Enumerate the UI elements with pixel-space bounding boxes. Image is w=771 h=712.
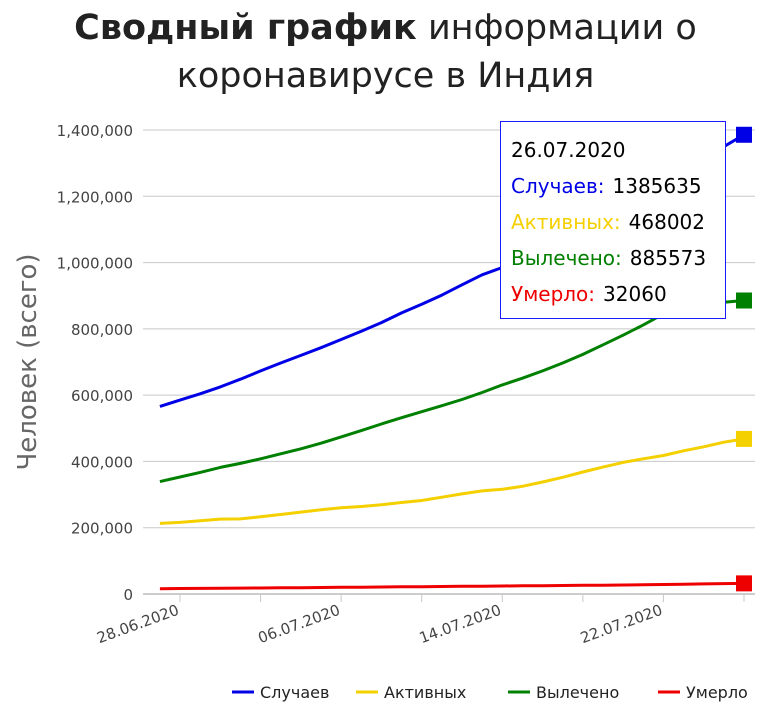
chart-tooltip: 26.07.2020 Случаев: 1385635 Активных: 4680… <box>500 121 726 319</box>
series-line-2 <box>159 299 745 484</box>
legend-label-3: Умерло <box>686 683 748 702</box>
y-tick-label: 0 <box>123 586 133 604</box>
legend-label-0: Случаев <box>260 683 329 702</box>
series-line-1 <box>159 437 745 525</box>
x-tick-label: 22.07.2020 <box>578 601 665 647</box>
chart-title-rest: информации о <box>427 8 697 48</box>
tooltip-label-active: Активных: <box>511 210 621 234</box>
y-tick-label: 1,200,000 <box>57 188 133 206</box>
series-end-marker-3 <box>736 575 752 592</box>
y-axis-title: Человек (всего) <box>13 253 43 470</box>
tooltip-row-active: Активных: 468002 <box>511 204 725 240</box>
x-tick-label: 14.07.2020 <box>417 601 504 647</box>
chart-title-line2: коронавирусе в Индия <box>176 56 595 96</box>
y-tick-label: 1,400,000 <box>57 122 133 140</box>
series-line-3 <box>159 581 745 591</box>
tooltip-date: 26.07.2020 <box>511 138 626 162</box>
tooltip-row-recovered: Вылечено: 885573 <box>511 240 725 276</box>
y-tick-label: 200,000 <box>71 520 133 538</box>
chart-title: Сводный график информации о коронавирусе… <box>0 4 771 100</box>
legend-label-1: Активных <box>384 683 466 702</box>
chart-title-bold: Сводный график <box>74 8 417 48</box>
series-end-marker-1 <box>736 430 752 447</box>
tooltip-value-active: 468002 <box>628 210 705 234</box>
series-end-marker-2 <box>736 292 752 309</box>
y-tick-label: 1,000,000 <box>57 255 133 273</box>
tooltip-value-deaths: 32060 <box>603 282 667 306</box>
y-tick-label: 400,000 <box>71 453 133 471</box>
legend-label-2: Вылечено <box>536 683 619 702</box>
x-tick-label: 06.07.2020 <box>256 601 343 647</box>
tooltip-value-cases: 1385635 <box>612 174 702 198</box>
y-tick-label: 600,000 <box>71 387 133 405</box>
tooltip-label-deaths: Умерло: <box>511 282 596 306</box>
tooltip-label-recovered: Вылечено: <box>511 246 622 270</box>
y-tick-label: 800,000 <box>71 321 133 339</box>
tooltip-label-cases: Случаев: <box>511 174 605 198</box>
tooltip-value-recovered: 885573 <box>629 246 707 270</box>
x-tick-label: 28.06.2020 <box>95 601 182 647</box>
tooltip-row-deaths: Умерло: 32060 <box>511 276 725 312</box>
tooltip-row-cases: Случаев: 1385635 <box>511 168 725 204</box>
series-end-marker-0 <box>736 126 752 143</box>
